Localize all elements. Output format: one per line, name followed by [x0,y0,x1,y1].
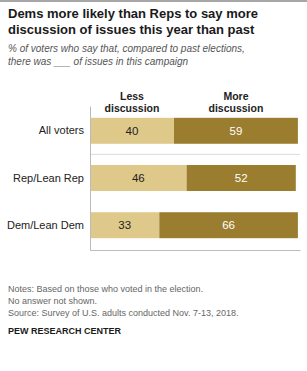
title: Dems more likely than Reps to say moredi… [8,6,258,37]
y-tick-label: All voters [39,124,85,136]
y-tick: Rep/Lean Rep [13,172,84,184]
bar [174,118,298,144]
note: Notes: Based on those who voted in the e… [8,284,203,294]
data-label: 66 [222,219,235,231]
subtitle: % of voters who say that, compared to pa… [8,43,245,67]
y-tick: Dem/Lean Dem [7,219,84,231]
bar [187,165,296,191]
note: Source: Survey of U.S. adults conducted … [8,308,238,318]
data-labels: 40 46 33 59 52 66 [118,125,247,231]
bar [90,212,159,238]
data-label: 40 [126,125,139,137]
legend: Lessdiscussion Morediscussion [105,90,264,114]
x-axis [91,250,301,251]
data-label: 33 [118,219,131,231]
bars [90,118,298,238]
y-axis-line [90,107,91,251]
x-axis-line [91,250,301,251]
bar [90,118,174,144]
chart: Dems more likely than Reps to say moredi… [0,0,307,371]
legend-entry: Morediscussion [209,90,264,114]
bar-series [159,118,298,238]
group-separator [90,154,300,155]
bar [90,165,187,191]
top-rule [0,0,307,2]
source: PEW RESEARCH CENTER [8,326,122,336]
y-tick-label: Dem/Lean Dem [7,219,84,231]
y-tick: All voters [39,124,85,136]
y-axis: All voters Rep/Lean Rep Dem/Lean Dem [7,107,91,251]
data-label: 46 [132,172,145,184]
data-label: 59 [230,125,243,137]
bar [159,212,298,238]
y-tick-label: Rep/Lean Rep [13,172,84,184]
data-label: 52 [235,172,248,184]
note: No answer not shown. [8,296,97,306]
annotations: Notes: Based on those who voted in the e… [8,284,238,336]
legend-entry: Lessdiscussion [105,90,160,114]
